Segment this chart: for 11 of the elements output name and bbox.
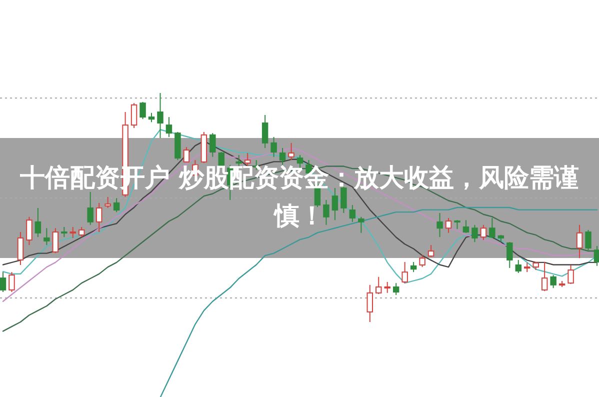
candlestick [366,284,374,322]
candlestick [96,202,102,233]
candlestick [279,147,286,166]
candlestick [323,199,330,226]
candlestick [17,232,24,266]
candlestick [436,212,443,238]
candlestick [262,114,268,148]
candlestick [157,92,164,139]
candlestick [332,188,338,221]
candlestick [576,224,583,259]
candlestick [270,136,277,158]
